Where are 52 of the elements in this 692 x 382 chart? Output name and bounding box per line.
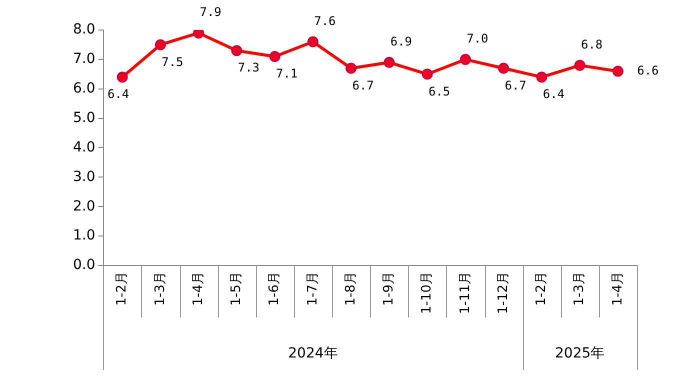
text: 2025年 bbox=[554, 346, 605, 362]
data-label: 6.6 bbox=[637, 63, 659, 78]
data-label: 6.7 bbox=[352, 78, 374, 92]
point bbox=[116, 72, 128, 83]
y-tick-label: 8.0 bbox=[73, 22, 96, 38]
y-tick-label: 6.0 bbox=[73, 80, 96, 97]
point bbox=[346, 62, 357, 74]
point bbox=[574, 60, 586, 71]
x-tick-label: 1-10月 bbox=[420, 271, 435, 314]
data-label: 6.9 bbox=[390, 34, 412, 49]
data-label: 6.4 bbox=[542, 87, 565, 102]
x-tick-label: 1-6月 bbox=[267, 271, 282, 306]
x-tick-label: 1-2月 bbox=[534, 271, 550, 306]
y-tick-label: 4.0 bbox=[73, 139, 96, 156]
point bbox=[460, 54, 471, 65]
point bbox=[612, 66, 624, 77]
x-tick-label: 1-12月 bbox=[496, 271, 511, 314]
point bbox=[422, 68, 433, 80]
point bbox=[384, 56, 395, 68]
data-label: 7.6 bbox=[314, 14, 336, 28]
point bbox=[269, 50, 280, 62]
data-label: 6.7 bbox=[504, 78, 526, 92]
data-label: 6.8 bbox=[580, 37, 603, 52]
y-tick-label: 3.0 bbox=[73, 168, 96, 185]
data-label: 7.5 bbox=[162, 54, 184, 69]
point bbox=[154, 39, 166, 50]
y-tick-label: 0.0 bbox=[73, 257, 96, 274]
x-tick-label: 1-11月 bbox=[458, 271, 473, 314]
text: 2024年 bbox=[288, 346, 338, 362]
point bbox=[498, 62, 510, 74]
data-label: 6.5 bbox=[428, 84, 450, 98]
x-tick-label: 1-4月 bbox=[610, 271, 626, 306]
data-label: 6.4 bbox=[107, 87, 130, 102]
x-tick-label: 1-8月 bbox=[343, 271, 358, 306]
x-tick-label: 1-4月 bbox=[190, 271, 206, 306]
data-label: 7.9 bbox=[200, 5, 222, 20]
data-label: 7.3 bbox=[238, 60, 260, 75]
y-tick-label: 1.0 bbox=[73, 228, 96, 244]
x-tick-label: 1-3月 bbox=[572, 271, 588, 306]
x-tick-label: 1-5月 bbox=[229, 271, 244, 306]
point bbox=[536, 72, 548, 83]
data-label: 7.0 bbox=[466, 32, 488, 46]
y-tick-label: 5.0 bbox=[73, 110, 96, 126]
data-label: 7.1 bbox=[276, 66, 298, 81]
point bbox=[307, 36, 318, 48]
x-tick-label: 1-7月 bbox=[305, 271, 320, 306]
x-tick-label: 1-3月 bbox=[152, 271, 168, 306]
x-tick-label: 1-9月 bbox=[382, 271, 397, 306]
y-tick-label: 2.0 bbox=[73, 198, 96, 214]
y-tick-label: 7.0 bbox=[73, 51, 96, 68]
x-tick-label: 1-2月 bbox=[114, 271, 130, 306]
point bbox=[231, 45, 242, 56]
